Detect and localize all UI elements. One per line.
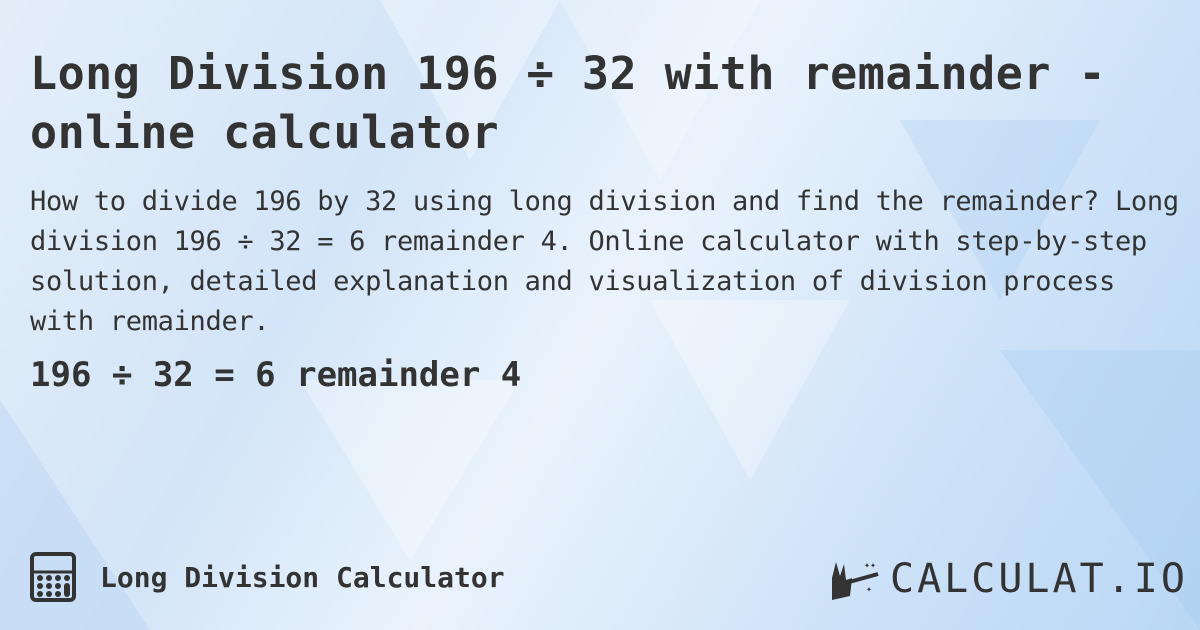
description: How to divide 196 by 32 using long divis… — [30, 186, 1179, 337]
svg-text:✦: ✦ — [866, 584, 872, 595]
logo[interactable]: ✦✦ ✦ CALCULAT.IO — [828, 556, 1188, 602]
calculator-name: Long Division Calculator — [100, 560, 505, 594]
magic-hand-wand-icon: ✦✦ ✦ — [832, 560, 879, 600]
logo-text: CALCULAT.IO — [890, 556, 1188, 602]
footer-calculator-link[interactable]: Long Division Calculator — [30, 552, 505, 602]
page-title: Long Division 196 ÷ 32 with remainder - … — [30, 47, 1107, 159]
svg-text:✦✦: ✦✦ — [864, 560, 876, 571]
calculator-icon — [30, 552, 76, 602]
result: 196 ÷ 32 = 6 remainder 4 — [30, 355, 522, 395]
